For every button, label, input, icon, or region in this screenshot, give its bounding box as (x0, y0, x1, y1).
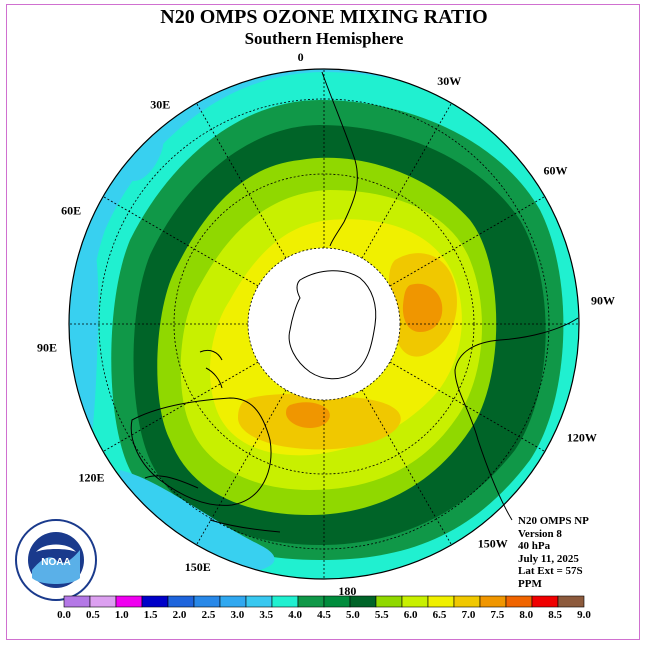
figure-frame (6, 4, 640, 640)
contour-7.5-south (286, 402, 330, 428)
colorbar-swatch (271, 595, 299, 608)
colorbar-tick-label: 1.0 (115, 609, 129, 621)
info-pressure: 40 hPa (518, 540, 551, 552)
colorbar-tick-label: 0.0 (57, 609, 71, 621)
graticule (69, 69, 579, 579)
colorbar-swatch (453, 595, 481, 608)
info-instrument: N20 OMPS NP (518, 515, 589, 527)
meridian-line (361, 389, 452, 546)
longitude-label: 60E (61, 204, 81, 218)
longitude-label: 0 (298, 50, 304, 64)
longitude-labels: 90W 60W 30W 0 30E 60E 90E 120E 150E 180 150W 120W (37, 50, 615, 598)
longitude-label: 30W (437, 74, 461, 88)
colorbar-swatch (375, 595, 403, 608)
map-subtitle: Southern Hemisphere (244, 29, 404, 48)
colorbar-swatch (167, 595, 195, 608)
colorbar-tick-label: 6.0 (404, 609, 418, 621)
colorbar-swatch (89, 595, 117, 608)
colorbar-swatch (219, 595, 247, 608)
colorbar-swatch (245, 595, 273, 608)
colorbar-swatch (531, 595, 559, 608)
colorbar-tick-label: 1.5 (144, 609, 158, 621)
longitude-label: 90W (591, 294, 615, 308)
info-units: PPM (518, 577, 542, 590)
coast-africa (454, 317, 579, 521)
colorbar-tick-label: 9.0 (577, 609, 591, 621)
colorbar-tick-label: 5.5 (375, 609, 389, 621)
colorbar-tick-label: 7.5 (490, 609, 504, 621)
longitude-label: 90E (37, 340, 57, 354)
meridian-line (389, 196, 546, 287)
colorbar-swatch (115, 595, 143, 608)
colorbar-tick-label: 3.5 (259, 609, 273, 621)
logo-text: NOAA (41, 557, 70, 568)
longitude-label: 30E (150, 97, 170, 111)
coastlines (130, 71, 579, 533)
colorbar-tick-label: 4.0 (288, 609, 302, 621)
longitude-label: 150E (185, 560, 211, 574)
colorbar-swatch (63, 595, 91, 608)
info-block: N20 OMPS NP Version 8 40 hPa July 11, 20… (518, 515, 589, 590)
coast-australia (130, 397, 272, 506)
colorbar-tick-label: 5.0 (346, 609, 360, 621)
colorbar-swatch (349, 595, 377, 608)
colorbar-swatches (63, 595, 585, 608)
colorbar-swatch (505, 595, 533, 608)
colorbar-swatch (193, 595, 221, 608)
colorbar-tick-label: 4.5 (317, 609, 331, 621)
colorbar-tick-label: 8.0 (519, 609, 533, 621)
coast-indonesia (144, 475, 281, 533)
colorbar-tick-label: 3.0 (230, 609, 244, 621)
colorbar-tick-label: 8.5 (548, 609, 562, 621)
coast-new-zealand (199, 349, 223, 389)
colorbar-swatch (427, 595, 455, 608)
map-title: N20 OMPS OZONE MIXING RATIO (160, 6, 488, 28)
colorbar-tick-label: 2.0 (173, 609, 187, 621)
colorbar-swatch (557, 595, 585, 608)
noaa-logo-icon: NOAA (15, 519, 97, 601)
colorbar-swatch (141, 595, 169, 608)
longitude-label: 120E (78, 471, 104, 485)
inner-parallel (247, 247, 401, 401)
meridian-line (196, 389, 287, 546)
colorbar-tick-label: 6.5 (433, 609, 447, 621)
colorbar-tick-labels: 0.0 0.5 1.0 1.5 2.0 2.5 3.0 3.5 4.0 4.5 5.0 5.5 6.0 6… (57, 609, 591, 621)
colorbar-swatch (323, 595, 351, 608)
contour-7.5-east (402, 283, 443, 332)
coast-antarctica (288, 270, 377, 380)
colorbar-tick-label: 7.0 (462, 609, 476, 621)
colorbar-swatch (479, 595, 507, 608)
longitude-label: 120W (567, 430, 597, 444)
longitude-label: 180 (338, 584, 356, 598)
colorbar-tick-label: 0.5 (86, 609, 100, 621)
longitude-label: 60W (544, 163, 568, 177)
info-lat-extent: Lat Ext = 57S (518, 565, 583, 577)
polar-night-cap (248, 248, 400, 400)
map-boundary (68, 68, 580, 580)
info-date: July 11, 2025 (518, 552, 579, 565)
info-version: Version 8 (518, 527, 562, 540)
coast-south-america (321, 71, 358, 247)
parallel-circle (173, 173, 475, 475)
parallel-circle (98, 98, 550, 550)
colorbar-swatch (297, 595, 325, 608)
colorbar-swatch (401, 595, 429, 608)
colorbar-tick-label: 2.5 (202, 609, 216, 621)
longitude-label: 150W (478, 537, 508, 551)
contour-3.5-northwest (127, 136, 164, 181)
meridian-line (196, 102, 287, 259)
